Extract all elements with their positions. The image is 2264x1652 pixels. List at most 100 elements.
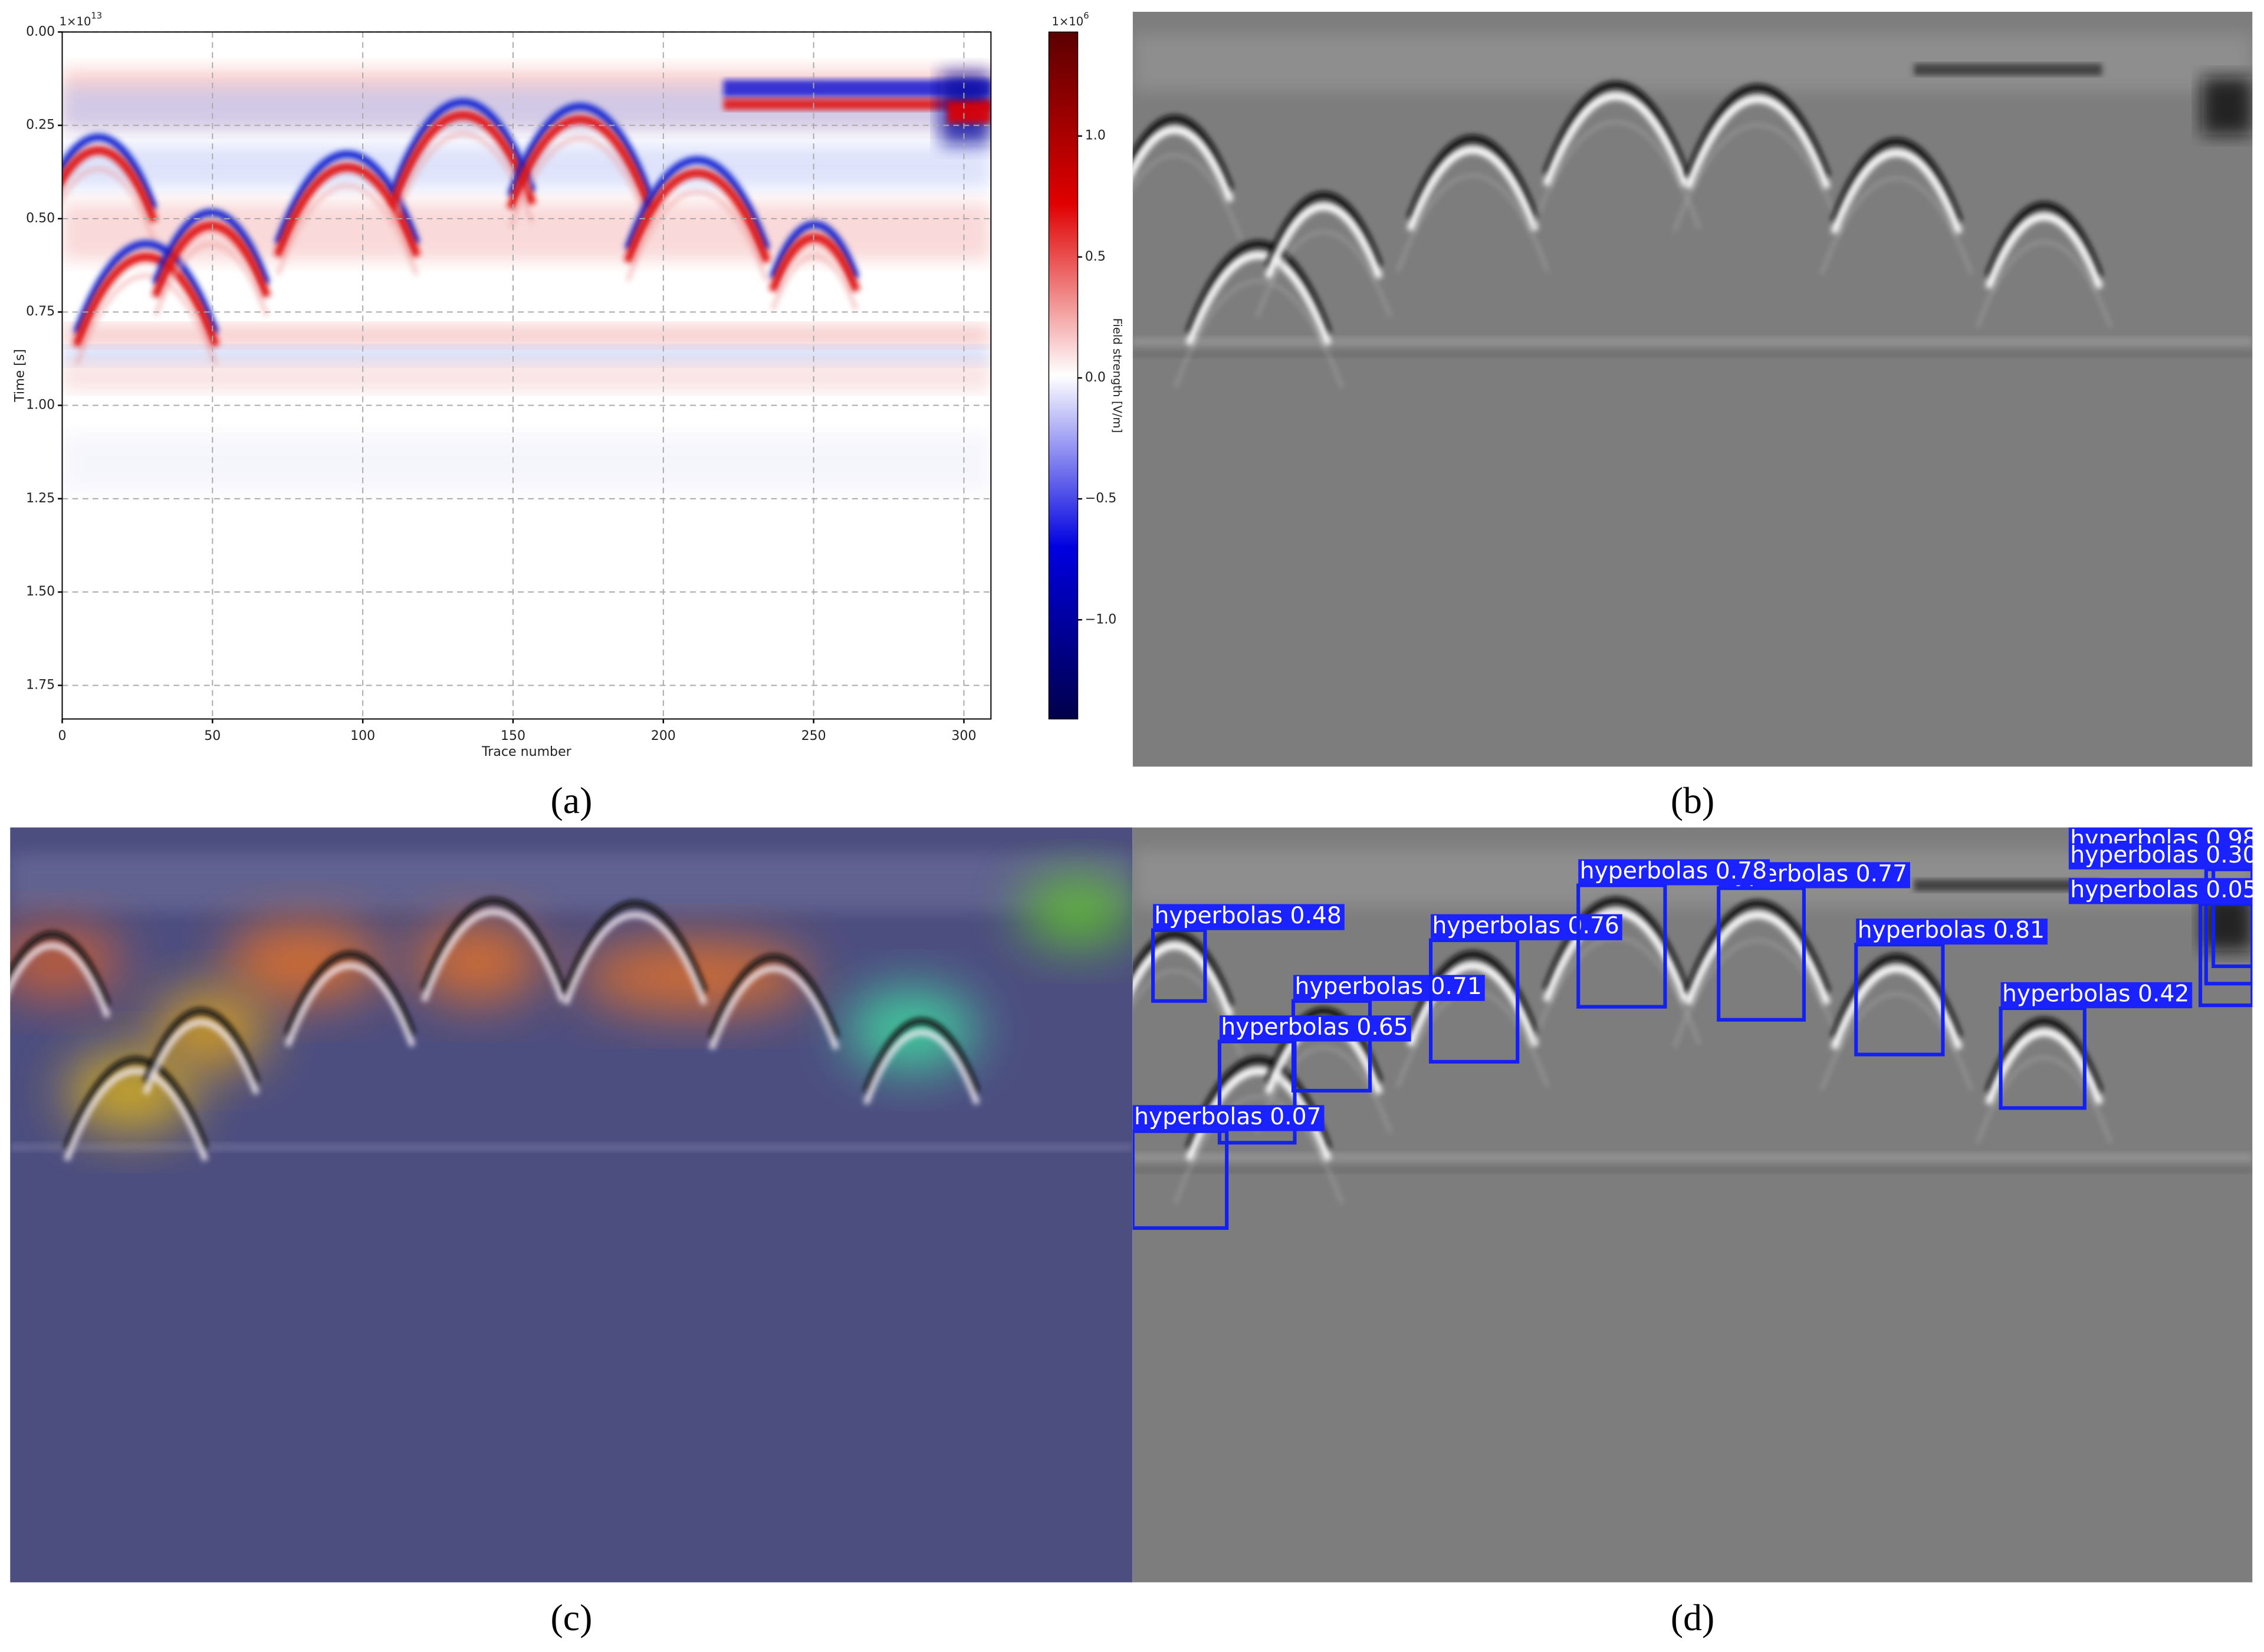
white-arc [1264, 203, 1383, 279]
dark-arc [285, 951, 416, 1035]
detection-label-bg [2068, 843, 2253, 870]
y-tick-label: 1.00 [26, 398, 55, 413]
offset-exponent: 6 [1083, 11, 1089, 21]
echo-arc [1820, 177, 1973, 275]
echo [508, 136, 652, 228]
detection-label: hyperbolas 0.65 [1221, 1014, 1408, 1041]
panel-a-image [62, 32, 991, 719]
detection-label: hyperbolas 0.30 [2070, 842, 2257, 868]
detection-label: hyperbolas 0.71 [1294, 973, 1481, 1000]
detection-label-bg [1293, 975, 1485, 1001]
blue-reflection [73, 240, 219, 334]
x-tick-label: 50 [204, 729, 221, 743]
dark-arc [1831, 137, 1963, 223]
white-arc [1684, 911, 1831, 1005]
echo [62, 167, 156, 241]
dark-arc [1684, 84, 1831, 178]
x-tick-label: 0 [58, 729, 66, 743]
dark-arc [1543, 81, 1689, 175]
edge-event [947, 101, 991, 123]
echo-arc [1820, 992, 1973, 1091]
red-reflection [507, 115, 654, 210]
echo-arc [1256, 1046, 1392, 1134]
offset-base: 1×10 [60, 15, 91, 28]
red-reflection [62, 146, 158, 223]
echo-arc [1132, 154, 1243, 241]
echo-arc [1976, 1056, 2112, 1144]
white-arc [1543, 93, 1689, 187]
echo [74, 274, 218, 366]
white-arc [1132, 942, 1234, 1018]
edge-event [2201, 77, 2253, 135]
red-reflection [73, 252, 220, 348]
colorbar-tick-label: 1.0 [1085, 129, 1106, 143]
blue-reflection [390, 98, 536, 193]
detection-label: hyperbolas 0.76 [1432, 913, 1619, 939]
white-arc [64, 1068, 208, 1161]
red-reflection [623, 169, 771, 264]
dark-arc [1264, 1007, 1383, 1084]
detection-label-bg [1219, 1015, 1411, 1042]
colorbar-tick-label: −0.5 [1085, 491, 1117, 506]
blue-reflection [62, 134, 157, 210]
panel-caption: (b) [1671, 779, 1714, 821]
dark-arc [143, 1008, 259, 1083]
layer [1132, 1167, 2253, 1173]
y-tick-label: 0.75 [26, 304, 55, 319]
x-tick-label: 200 [651, 729, 676, 743]
detection-label: hyperbolas 0.05 [2070, 877, 2257, 903]
white-arc [1407, 146, 1539, 232]
y-tick-label: 1.75 [26, 677, 55, 692]
dark-arc [1264, 192, 1383, 268]
echo-arc [1976, 241, 2112, 328]
noise-band [62, 361, 991, 391]
dark-arc [563, 900, 708, 993]
white-arc [1831, 149, 1963, 235]
x-axis-label: Trace number [481, 745, 572, 759]
detection-label: hyperbolas 0.48 [1155, 903, 1342, 929]
white-arc [863, 1029, 980, 1105]
panel-caption: (c) [551, 1597, 593, 1638]
panel-a-axes: 0.00 0.25 0.50 0.75 1.00 1.25 1.50 1.75 0 50 100 15… [12, 11, 1124, 759]
colorbar-label: Field strength [V/m] [1110, 318, 1124, 433]
noise-band [62, 434, 991, 492]
detection-label-bg [1153, 904, 1345, 930]
y-tick-label: 1.25 [26, 491, 55, 506]
echo [275, 184, 419, 276]
detection-label-bg [1856, 918, 2048, 945]
radargram-bg [1132, 11, 2253, 767]
detection-label-bg [1132, 1105, 1325, 1131]
panel-caption: (a) [551, 779, 593, 821]
detection-label-bg [1431, 914, 1622, 940]
white-arc [1684, 96, 1831, 190]
echo [153, 242, 269, 317]
y-tick-label: 0.25 [26, 118, 55, 133]
y-axis-label: Time [s] [12, 349, 27, 403]
top-noise [1914, 879, 2102, 891]
echo [770, 254, 859, 311]
y-tick-label: 0.50 [26, 211, 55, 226]
panel-d-image: hyperbolas 0.48 hyperbolas 0.71 hyperbolas… [1132, 827, 2257, 1582]
colorbar-tick-label: 0.5 [1085, 249, 1106, 264]
echo-arc [1396, 174, 1549, 272]
white-arc [10, 943, 111, 1018]
white-arc [143, 1019, 259, 1095]
offset-base: 1×10 [1052, 15, 1083, 28]
radargram-bg [1132, 827, 2253, 1582]
x-tick-label: 100 [350, 729, 375, 743]
detection-label-bg [1578, 859, 1770, 886]
detection-label-bg [2068, 878, 2253, 904]
x-tick-label: 150 [501, 729, 525, 743]
x-tick-label: 250 [801, 729, 826, 743]
dark-arc [708, 954, 839, 1038]
colorbar-tick-label: 0.0 [1085, 370, 1106, 385]
dark-arc [64, 1057, 208, 1150]
red-reflection [152, 221, 271, 298]
detection-label: hyperbolas 0.42 [2002, 981, 2189, 1008]
detection-label-bg [2000, 982, 2193, 1009]
noise-band [723, 98, 991, 110]
layer [1132, 1153, 2253, 1162]
echo-arc [1174, 1095, 1343, 1205]
white-arc [1132, 126, 1234, 203]
